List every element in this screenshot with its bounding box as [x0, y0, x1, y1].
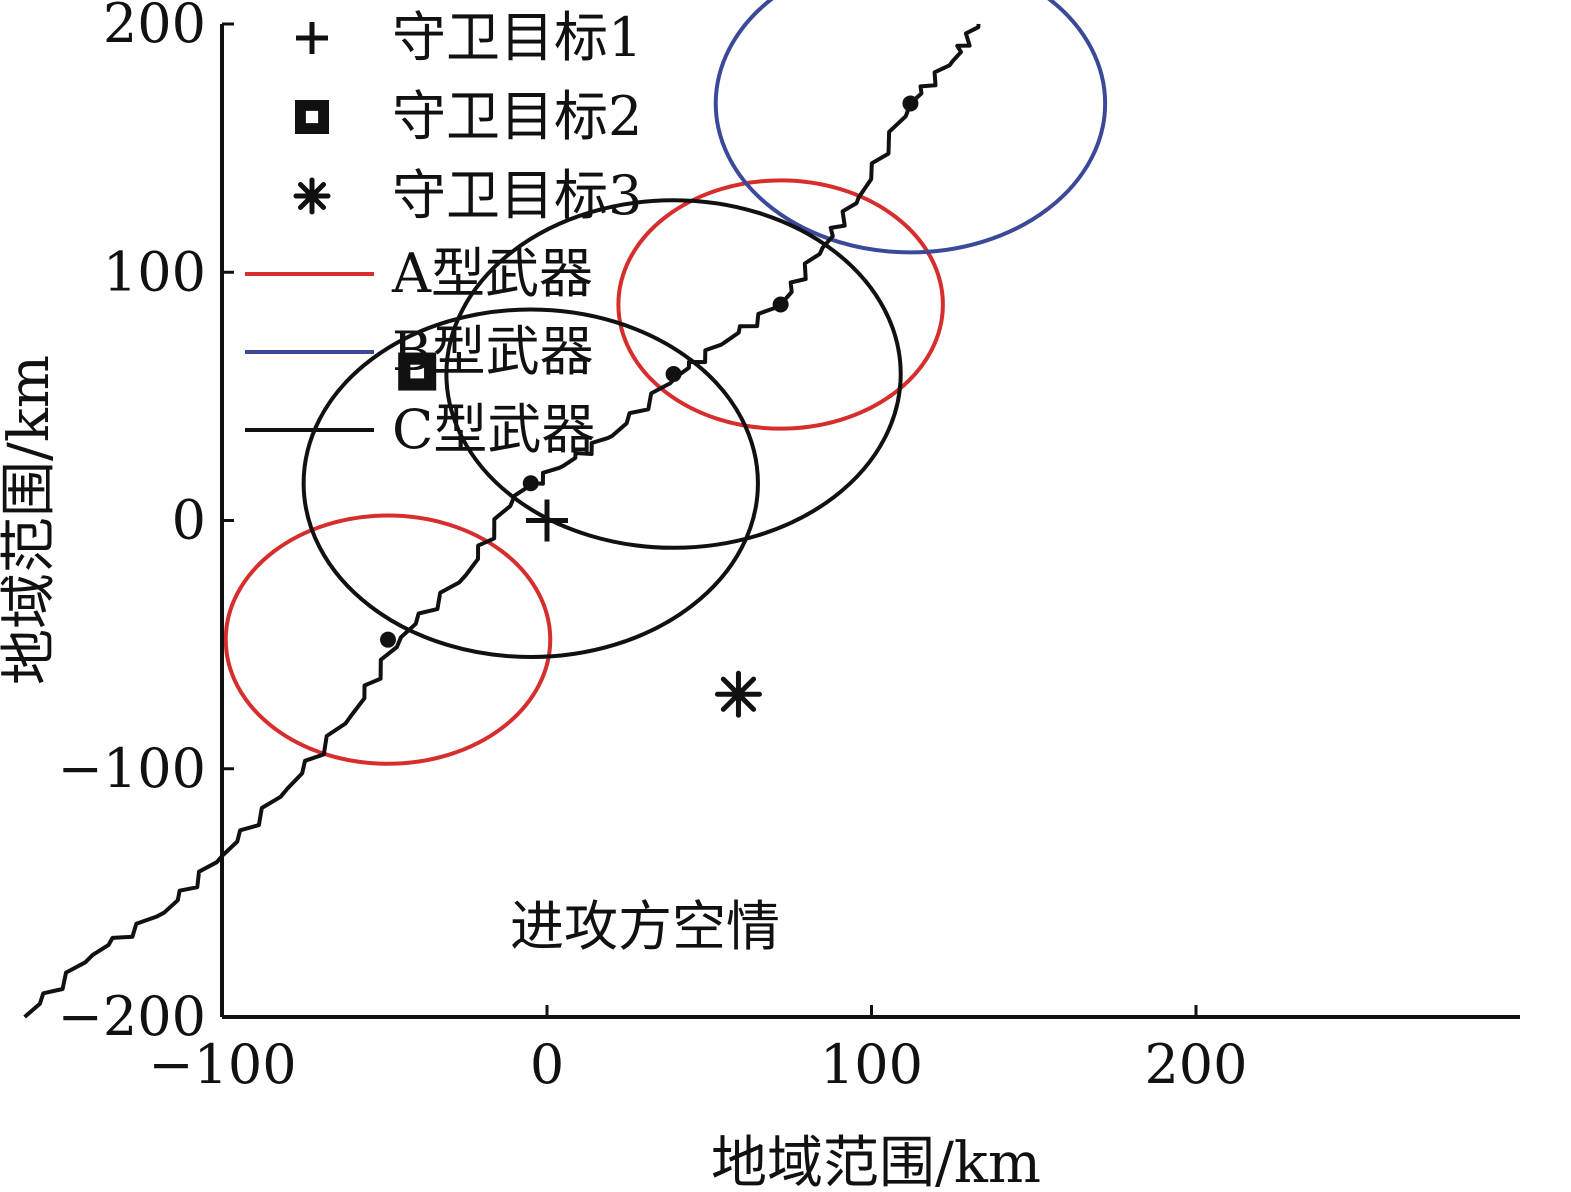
legend-marker-3 — [293, 177, 331, 215]
weapon-position-5 — [902, 95, 919, 112]
legend-label-5: B型武器 — [392, 320, 594, 383]
x-tick-label-1: −100 — [148, 1033, 296, 1096]
weapon-position-3 — [665, 366, 682, 383]
weapon-range-5 — [444, 198, 903, 550]
legend-label-2: 守卫目标2 — [392, 85, 642, 148]
x-tick-label-2: 0 — [530, 1033, 564, 1096]
legend-label-3: 守卫目标3 — [392, 164, 642, 227]
target-marker-1 — [526, 499, 568, 542]
legend-item-4: A型武器 — [245, 242, 593, 305]
legend-label-6: C型武器 — [392, 398, 595, 461]
legend-item-1: 守卫目标1 — [296, 6, 642, 69]
y-tick-label-5: 200 — [103, 0, 206, 55]
legend-marker-2-inner — [305, 110, 319, 124]
x-ticks: −100 0 100 200 — [148, 1005, 1248, 1096]
weapon-position-1 — [379, 631, 396, 648]
weapon-position-2 — [522, 475, 539, 492]
y-tick-label-3: 0 — [172, 489, 206, 552]
target-marker-3 — [714, 670, 762, 718]
weapon-range-1 — [223, 513, 553, 766]
x-axis-title: 地域范围/km — [711, 1131, 1041, 1192]
x-tick-label-4: 200 — [1144, 1033, 1247, 1096]
y-tick-label-1: −200 — [58, 985, 206, 1048]
legend-item-5: B型武器 — [245, 320, 594, 383]
weapon-range-2 — [616, 178, 945, 431]
target-marker-2-inner — [410, 364, 425, 379]
y-tick-label-2: −100 — [58, 737, 206, 800]
legend-label-1: 守卫目标1 — [392, 6, 642, 69]
legend-item-2: 守卫目标2 — [295, 85, 642, 148]
y-tick-label-4: 100 — [103, 240, 206, 303]
legend-item-3: 守卫目标3 — [293, 164, 642, 227]
legend-item-6: C型武器 — [245, 398, 595, 461]
legend: 守卫目标1 守卫目标2 守卫目标3 A型武器 B型武器 C型武器 — [245, 6, 642, 461]
y-ticks: −200 −100 0 100 200 — [58, 0, 234, 1048]
weapon-position-4 — [772, 296, 789, 313]
legend-label-4: A型武器 — [391, 242, 593, 305]
weapon-range-4 — [301, 307, 760, 660]
x-tick-label-3: 100 — [820, 1033, 923, 1096]
y-axis-title: 地域范围/km — [0, 355, 62, 685]
weapon-range-3 — [713, 0, 1108, 255]
legend-marker-1 — [296, 22, 328, 54]
attack-path-label: 进攻方空情 — [510, 895, 780, 958]
